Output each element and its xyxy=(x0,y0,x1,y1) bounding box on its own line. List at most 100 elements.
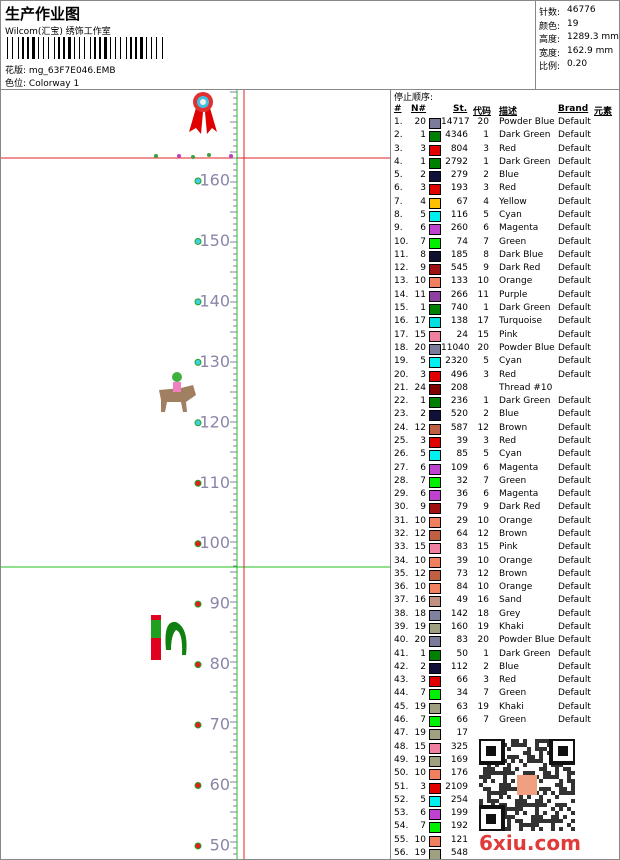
qr-cell xyxy=(535,803,539,807)
qr-cell xyxy=(523,739,527,743)
description: Dark Green xyxy=(499,303,551,314)
qr-cell xyxy=(503,771,507,775)
stitches: 193 xyxy=(450,183,468,194)
stitches: 2320 xyxy=(445,356,468,367)
color-swatch xyxy=(429,184,441,196)
qr-cell xyxy=(567,771,571,775)
needle: 11 xyxy=(414,289,426,300)
qr-cell xyxy=(507,763,511,767)
color-swatch xyxy=(429,662,441,674)
needle: 4 xyxy=(420,196,426,207)
qr-cell xyxy=(491,767,495,771)
brand: Default xyxy=(558,263,591,274)
bar xyxy=(140,37,143,59)
qr-cell xyxy=(555,815,559,819)
brand: Default xyxy=(558,542,591,553)
code: 2 xyxy=(483,661,489,672)
bar xyxy=(146,37,147,59)
qr-cell xyxy=(507,807,511,811)
bar xyxy=(22,37,24,59)
needle: 1 xyxy=(420,303,426,314)
row-index: 24. xyxy=(394,422,409,433)
row-index: 38. xyxy=(394,608,409,619)
bar xyxy=(18,37,19,59)
ruler-label: 70 xyxy=(210,715,230,734)
stitches: 50 xyxy=(456,648,468,659)
needle: 1 xyxy=(420,396,426,407)
qr-cell xyxy=(535,819,539,823)
color-swatch xyxy=(429,583,441,595)
flower xyxy=(194,298,202,306)
needle: 19 xyxy=(414,847,426,858)
bar xyxy=(104,37,107,59)
code: 20 xyxy=(477,342,489,353)
column-header: 代码 xyxy=(473,107,492,117)
qr-cell xyxy=(535,815,539,819)
needle: 7 xyxy=(420,715,426,726)
qr-cell xyxy=(523,771,527,775)
row-index: 28. xyxy=(394,475,409,486)
qr-cell xyxy=(543,791,547,795)
description: Sand xyxy=(499,595,522,606)
design-preview: 160 150 140 130 120 110 100 90 80 70 60 50 xyxy=(1,90,390,859)
qr-cell xyxy=(507,827,511,831)
row-index: 39. xyxy=(394,622,409,633)
qr-cell xyxy=(487,767,491,771)
description: Pink xyxy=(499,329,518,340)
code: 1 xyxy=(483,396,489,407)
brand: Default xyxy=(558,156,591,167)
colorway: Colorway 1 xyxy=(28,79,80,89)
color-swatch xyxy=(429,224,441,236)
divider xyxy=(390,89,391,859)
qr-cell xyxy=(535,811,539,815)
stitches: 66 xyxy=(456,715,468,726)
bar xyxy=(135,37,137,59)
color-swatch xyxy=(429,782,441,794)
description: Red xyxy=(499,675,517,686)
ruler-label: 160 xyxy=(199,171,230,190)
code: 8 xyxy=(483,249,489,260)
qr-cell xyxy=(539,787,543,791)
design-line: 花版: mg_63F7E046.EMB xyxy=(5,63,116,76)
qr-cell xyxy=(559,807,563,811)
qr-cell xyxy=(487,795,491,799)
color-swatch xyxy=(429,118,441,129)
row-index: 19. xyxy=(394,356,409,367)
colorway-line: 色位: Colorway 1 xyxy=(5,76,79,89)
stitches: 67 xyxy=(456,196,468,207)
color-swatch xyxy=(429,290,441,302)
qr-logo xyxy=(517,775,537,795)
color-swatch xyxy=(429,755,441,767)
row-index: 16. xyxy=(394,316,409,327)
qr-cell xyxy=(555,795,559,799)
column-header: St. xyxy=(453,104,468,114)
description: Red xyxy=(499,369,517,380)
description: Cyan xyxy=(499,356,522,367)
qr-cell xyxy=(507,819,511,823)
code: 2 xyxy=(483,409,489,420)
row-index: 31. xyxy=(394,515,409,526)
code: 10 xyxy=(477,582,489,593)
color-swatch xyxy=(429,264,441,276)
qr-cell xyxy=(571,787,575,791)
brand: Default xyxy=(558,342,591,353)
description: Thread #10 xyxy=(499,382,553,393)
qr-cell xyxy=(491,799,495,803)
qr-cell xyxy=(507,747,511,751)
needle: 1 xyxy=(420,130,426,141)
qr-cell xyxy=(499,771,503,775)
row-index: 35. xyxy=(394,568,409,579)
stitches: 63 xyxy=(456,701,468,712)
cactus xyxy=(151,615,187,660)
stitches: 85 xyxy=(456,449,468,460)
qr-cell xyxy=(567,767,571,771)
stitches: 160 xyxy=(450,622,468,633)
ruler-label: 100 xyxy=(199,533,230,552)
stitches: 66 xyxy=(456,675,468,686)
color-swatch xyxy=(429,463,441,475)
ruler-label: 90 xyxy=(210,594,230,613)
color-swatch xyxy=(429,304,441,316)
description: Dark Red xyxy=(499,263,541,274)
row-index: 45. xyxy=(394,701,409,712)
